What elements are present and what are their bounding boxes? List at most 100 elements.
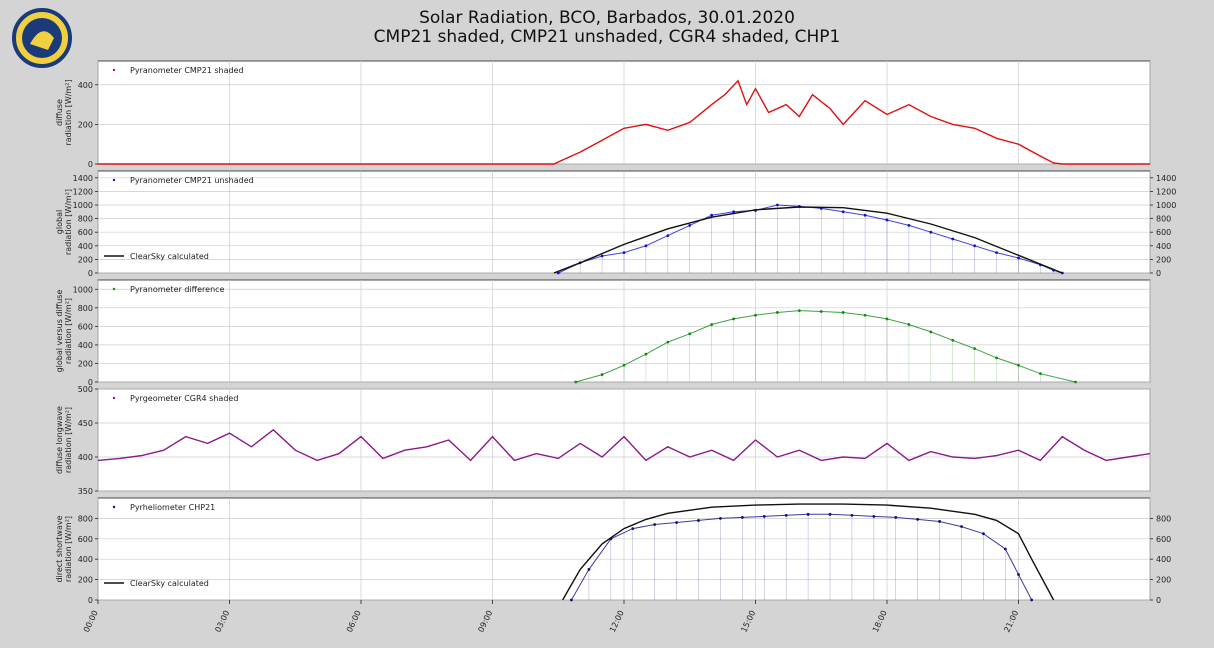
- series-point: [806, 512, 810, 516]
- series-clearsky-calculated: [553, 206, 1063, 274]
- series-point: [929, 230, 933, 234]
- panel-2-rtick-label: 0: [1156, 269, 1161, 278]
- panel-2-ytick-label: 200: [78, 255, 93, 264]
- legend-label: Pyranometer difference: [130, 285, 225, 294]
- panel-5-ylabel: direct shortwave: [55, 515, 64, 582]
- series-point: [1017, 573, 1020, 576]
- legend-label: ClearSky calculated: [130, 579, 209, 588]
- xtick-label: 18:00: [871, 609, 889, 634]
- xtick-label: 09:00: [476, 609, 494, 634]
- series-point: [841, 210, 845, 214]
- panel-1-ylabel: diffuse: [55, 99, 64, 126]
- series-point: [841, 311, 845, 314]
- series-point: [675, 521, 678, 524]
- panel-4-ytick-label: 500: [78, 385, 93, 394]
- xtick-label: 12:00: [608, 609, 626, 634]
- panel-3-ytick-label: 0: [88, 378, 93, 387]
- panel-4-ytick-label: 400: [78, 453, 93, 462]
- series-point: [951, 338, 955, 342]
- panel-2-ytick-label: 0: [88, 269, 93, 278]
- panel-5-ytick-label: 200: [78, 576, 93, 585]
- series-point: [863, 213, 867, 217]
- series-point: [819, 310, 823, 313]
- panel-3-ytick-label: 400: [78, 341, 93, 350]
- panel-2-rtick-label: 200: [1156, 255, 1171, 264]
- xtick-label: 03:00: [213, 609, 231, 634]
- panel-3-ylabel: global versus diffuse: [55, 290, 64, 373]
- chart-title-line2: CMP21 shaded, CMP21 unshaded, CGR4 shade…: [373, 27, 841, 47]
- series-point: [916, 518, 920, 521]
- series-point: [776, 311, 779, 314]
- panel-2-rtick-label: 400: [1156, 242, 1171, 251]
- series-point: [907, 224, 911, 227]
- panel-2-rtick-label: 1200: [1156, 187, 1176, 196]
- series-point: [719, 517, 722, 520]
- xtick-label: 15:00: [739, 609, 757, 634]
- panel-5-ytick-label: 600: [78, 535, 93, 544]
- legend-label: Pyranometer CMP21 shaded: [130, 66, 244, 75]
- panel-5-ylabel: radiation [W/m²]: [64, 516, 73, 582]
- series-point: [797, 309, 801, 312]
- series-point: [973, 347, 977, 351]
- panel-4-ytick-label: 350: [78, 487, 93, 496]
- series-point: [885, 218, 889, 222]
- series-point: [754, 313, 757, 317]
- series-point: [1017, 363, 1020, 367]
- series-point: [732, 210, 735, 214]
- panel-2-ylabel: radiation [W/m²]: [64, 189, 73, 255]
- series-point: [907, 323, 911, 326]
- series-point: [1074, 380, 1077, 384]
- series-point: [697, 519, 700, 522]
- series-point: [644, 244, 648, 248]
- legend-label: ClearSky calculated: [130, 252, 209, 261]
- series-point: [570, 598, 573, 602]
- series-point: [600, 373, 604, 376]
- series-pyrgeometer-cgr4-shaded: [97, 428, 1151, 462]
- panel-3-ytick-label: 800: [78, 304, 93, 313]
- series-point: [740, 515, 744, 519]
- series-point: [600, 254, 604, 258]
- series-point: [776, 203, 779, 207]
- panel-1-ytick-label: 200: [78, 120, 93, 129]
- series-clearsky-calculated: [561, 503, 1055, 601]
- series-point: [938, 520, 941, 523]
- series-point: [929, 330, 933, 334]
- institute-seal-logo: [12, 8, 72, 68]
- series-point: [574, 380, 578, 384]
- panel-2-rtick-label: 600: [1156, 228, 1171, 237]
- institute-seal-icon: [12, 8, 72, 68]
- panel-5-rtick-label: 400: [1156, 555, 1171, 564]
- series-point: [894, 515, 898, 519]
- panel-2-ytick-label: 800: [78, 215, 93, 224]
- series-point: [762, 514, 766, 518]
- series-point: [666, 234, 670, 238]
- series-point: [631, 527, 635, 530]
- series-pyranometer-cmp21-shaded: [98, 79, 1150, 165]
- series-point: [872, 514, 876, 518]
- series-point: [1017, 256, 1020, 260]
- series-point: [644, 352, 648, 356]
- series-point: [622, 251, 626, 255]
- panel-2-ytick-label: 400: [78, 242, 93, 251]
- panel-4-ylabel: diffuse longwave: [55, 406, 64, 474]
- legend-label: Pyranometer CMP21 unshaded: [130, 176, 254, 185]
- series-point: [863, 313, 867, 317]
- chart-title-line1: Solar Radiation, BCO, Barbados, 30.01.20…: [419, 8, 795, 28]
- series-point: [828, 512, 832, 516]
- series-point: [982, 532, 985, 536]
- panel-2-ytick-label: 1200: [73, 187, 93, 196]
- panel-5-rtick-label: 800: [1156, 514, 1171, 523]
- legend-label: Pyrheliometer CHP21: [130, 503, 215, 512]
- panel-4-ylabel: radiation [W/m²]: [64, 407, 73, 473]
- series-point: [784, 513, 788, 517]
- series-point: [710, 213, 714, 217]
- panel-2-ylabel: global: [55, 210, 64, 234]
- series-point: [710, 323, 714, 326]
- xtick-label: 21:00: [1002, 609, 1020, 634]
- panel-2-ytick-label: 1000: [73, 201, 93, 210]
- legend-marker: [112, 396, 116, 400]
- panel-3-ytick-label: 200: [78, 359, 93, 368]
- series-point: [666, 340, 670, 344]
- legend-label: Pyrgeometer CGR4 shaded: [130, 394, 238, 403]
